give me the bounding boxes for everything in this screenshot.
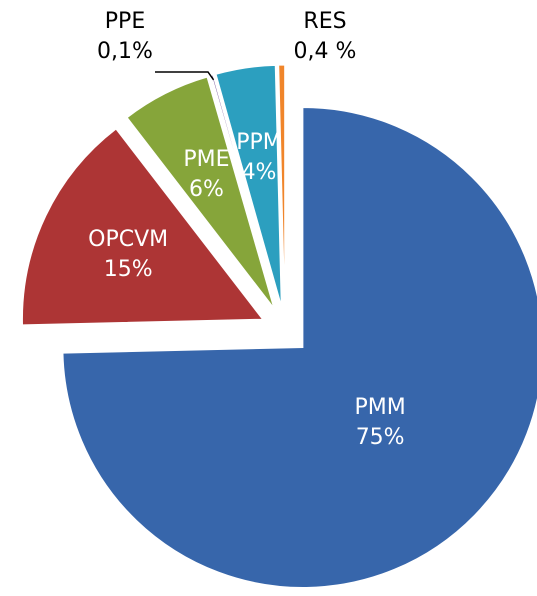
slice-value-label: 15% <box>104 257 153 282</box>
pie-slice <box>215 64 282 306</box>
slice-label: PME <box>183 147 229 172</box>
slice-label: PMM <box>355 395 406 420</box>
leader-line <box>155 71 215 81</box>
slice-value-label: 0,4 % <box>294 39 357 64</box>
slice-label: RES <box>303 9 346 34</box>
pie-slice <box>210 74 279 307</box>
pie-slice <box>126 76 275 309</box>
slice-label: PPE <box>105 9 145 34</box>
slice-value-label: 6% <box>189 177 224 202</box>
pie-slice <box>278 64 286 306</box>
slice-label: PPM <box>236 130 282 155</box>
slice-label: OPCVM <box>88 227 168 252</box>
slice-value-label: 4% <box>242 160 277 185</box>
slice-value-label: 75% <box>356 425 405 450</box>
pie-slice <box>22 128 264 326</box>
slice-value-label: 0,1% <box>97 39 153 64</box>
pie-slice <box>62 106 537 588</box>
